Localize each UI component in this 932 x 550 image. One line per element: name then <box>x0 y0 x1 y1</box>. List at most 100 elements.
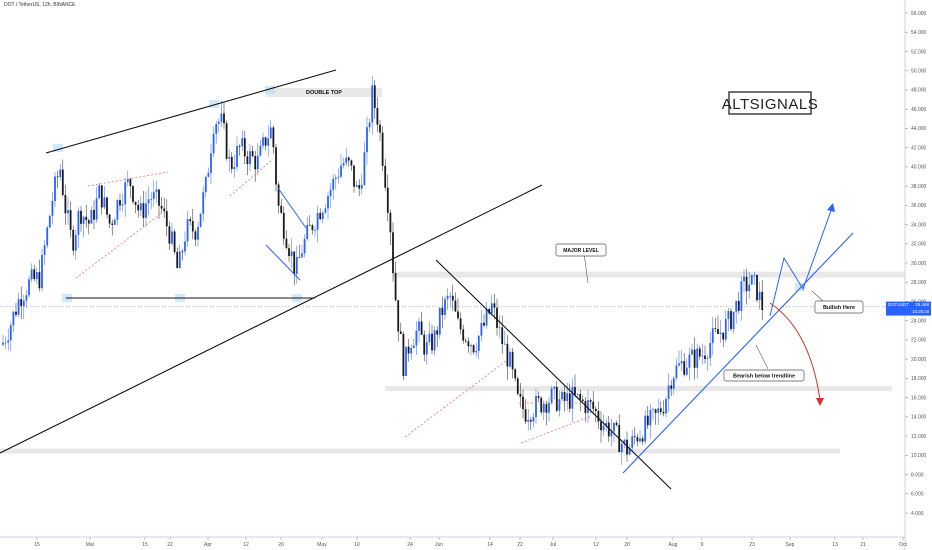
price-tick-label: 6.000 <box>911 492 924 498</box>
candle-body <box>246 156 249 165</box>
candle-body <box>462 329 465 341</box>
candle-body <box>321 212 324 220</box>
candle-body <box>626 439 628 455</box>
candle-body <box>545 404 548 413</box>
candle-body <box>454 300 457 312</box>
price-axis[interactable]: 4.000 6.000 8.000 10.000 12.000 14.000 16.000 1… <box>886 0 931 550</box>
candle-body <box>423 334 426 355</box>
candle-body <box>620 443 623 453</box>
candle-body <box>717 328 719 334</box>
time-tick-label: 20 <box>278 542 284 548</box>
candle-body <box>308 224 311 226</box>
price-tick-label: 20.000 <box>911 357 927 363</box>
candle-body <box>519 393 522 397</box>
candle-body <box>363 152 366 185</box>
candle-body <box>38 272 41 289</box>
candle-body <box>680 361 683 364</box>
candle-body <box>223 113 225 124</box>
candle-body <box>548 402 550 413</box>
altsignals-watermark: ALTSIGNALS <box>722 91 818 115</box>
candle-body <box>163 208 166 212</box>
major-level-pointer <box>583 252 589 284</box>
candle-body <box>329 189 332 196</box>
candle-body <box>711 328 714 344</box>
candle-body <box>743 276 745 282</box>
candle-body <box>360 184 363 189</box>
candle-body <box>228 156 231 159</box>
candle-body <box>665 398 667 414</box>
candle-body <box>509 351 511 367</box>
pivot-highlight <box>53 144 63 152</box>
candle-body <box>542 404 545 413</box>
candle-body <box>165 211 168 227</box>
candle-body <box>64 194 67 214</box>
candle-body <box>345 157 348 164</box>
candle-body <box>80 210 82 224</box>
candle-body <box>103 197 106 208</box>
candle-body <box>735 300 738 312</box>
time-tick-label: 9 <box>701 542 704 548</box>
candle-body <box>54 176 56 202</box>
candle-body <box>535 395 537 418</box>
candle-body <box>204 176 207 193</box>
candle-body <box>124 182 127 205</box>
bullish-projection <box>769 204 834 317</box>
candle-body <box>108 214 111 224</box>
candle-body <box>262 137 264 146</box>
candle-body <box>51 201 54 216</box>
watermark-text: ALTSIGNALS <box>722 96 818 113</box>
bearish-label: Bearish below trendline <box>723 369 805 382</box>
candle-body <box>392 232 394 274</box>
candle-body <box>758 291 761 301</box>
price-tick-label: 22.000 <box>911 338 927 344</box>
time-axis[interactable]: 15 Mar 15 22 Apr 12 20 May 10 24 Jun 14 22 Jul 12 20 Aug… <box>0 536 907 548</box>
candle-body <box>683 361 686 375</box>
descending-resistance-line <box>435 259 672 490</box>
candle-body <box>210 153 212 173</box>
candle-body <box>121 204 124 206</box>
candle-body <box>615 422 618 425</box>
candle-body <box>186 219 189 242</box>
candle-body <box>275 147 277 185</box>
candle-body <box>470 345 472 347</box>
candle-body <box>657 408 660 413</box>
watermark-box <box>728 91 812 115</box>
candle-body <box>761 291 764 311</box>
dashed-upper-line <box>87 171 169 187</box>
candle-body <box>176 251 179 269</box>
candle-body <box>485 309 488 326</box>
upper-channel-line <box>45 69 337 154</box>
time-tick-label: 20 <box>624 542 630 548</box>
candles <box>2 76 764 465</box>
candle-body <box>386 187 389 213</box>
candle-body <box>516 378 519 394</box>
candle-body <box>9 325 12 341</box>
price-tick-label: 18.000 <box>911 376 927 382</box>
candle-body <box>641 438 644 442</box>
candle-body <box>457 311 459 319</box>
price-tick-label: 48.000 <box>911 88 927 94</box>
bearish-label-text: Bearish below trendline <box>733 373 795 379</box>
candle-body <box>147 199 150 204</box>
candle-body <box>33 269 36 280</box>
candle-body <box>402 333 405 377</box>
candle-body <box>306 224 309 240</box>
candle-body <box>215 123 218 134</box>
candle-body <box>160 205 163 209</box>
candle-body <box>652 409 654 411</box>
candle-body <box>433 330 436 351</box>
time-tick-label: 12 <box>243 542 249 548</box>
candle-body <box>379 124 381 133</box>
candle-body <box>475 350 478 353</box>
candle-body <box>311 225 314 231</box>
candle-body <box>649 410 652 426</box>
price-tick-label: 52.000 <box>911 49 927 55</box>
time-tick-label: 21 <box>860 542 866 548</box>
candle-body <box>272 127 275 148</box>
candle-body <box>225 123 228 159</box>
bearish-pointer <box>755 344 769 370</box>
candle-body <box>704 355 706 360</box>
candle-body <box>397 300 400 332</box>
time-tick-label: 24 <box>407 542 413 548</box>
